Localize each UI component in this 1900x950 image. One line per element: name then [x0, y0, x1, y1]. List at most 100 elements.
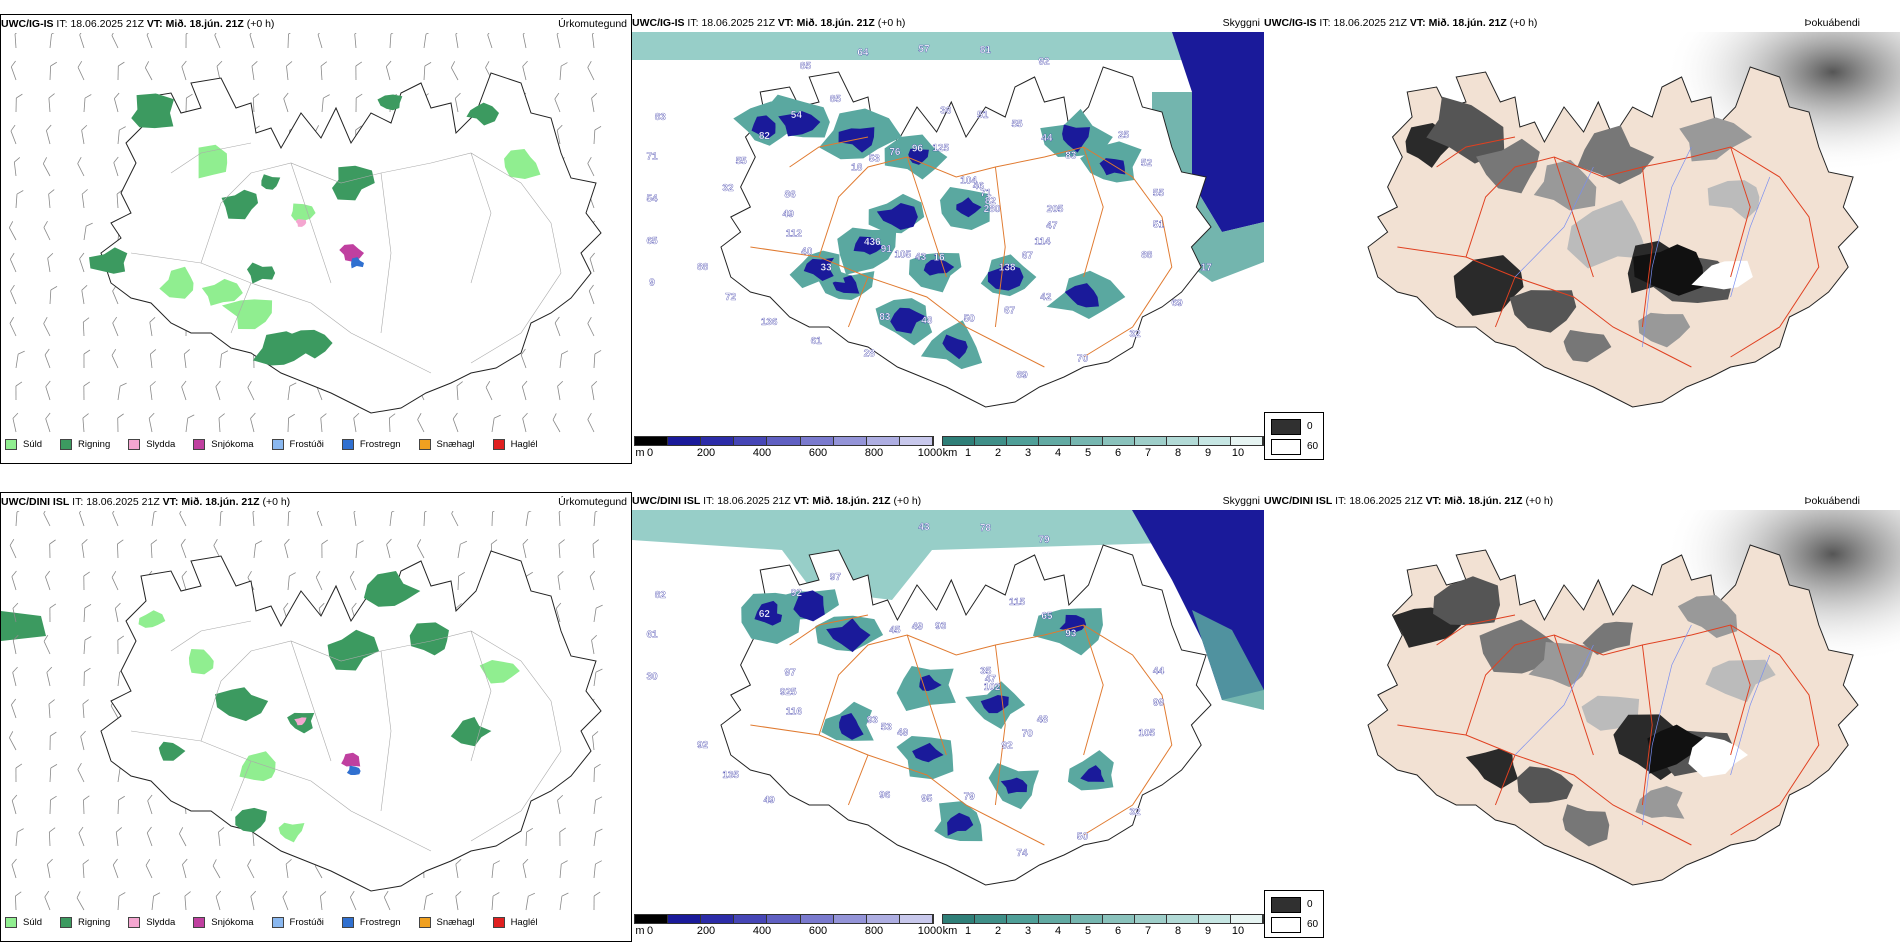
cloud-height-label: 65 [1041, 611, 1053, 622]
wind-barb-shaft [458, 544, 460, 558]
scale-tick-label: 0 [647, 447, 653, 459]
wind-barb-shaft [350, 577, 356, 590]
wind-barb-shaft [150, 386, 152, 400]
wind-barb [46, 667, 56, 686]
cloud-height-label: 64 [857, 47, 869, 58]
wind-barb-flag [45, 381, 52, 387]
wind-barb-shaft [45, 897, 50, 910]
scale-step [767, 437, 800, 445]
wind-barb-shaft [84, 98, 85, 112]
wind-barb [484, 381, 497, 400]
wind-barb-flag [213, 33, 220, 35]
wind-barb-flag [256, 540, 262, 545]
wind-barb [84, 604, 91, 622]
wind-barb-shaft [117, 194, 118, 208]
legend-label: Frostregn [360, 439, 401, 450]
legend-item: Slydda [128, 439, 175, 450]
wind-barb [181, 859, 191, 878]
wind-barb-shaft [220, 354, 222, 368]
wind-barb-flag [596, 668, 602, 673]
visibility-scale-bar [942, 436, 1264, 446]
wind-barb-flag [75, 891, 82, 897]
wind-barb-flag [589, 253, 596, 259]
wind-barb [152, 892, 160, 911]
visibility-panel-top: UWC/IG-IS IT: 18.06.2025 21Z VT: Mið. 18… [632, 14, 1264, 464]
wind-barb-shaft [594, 608, 596, 622]
wind-barb [249, 33, 260, 48]
model-name: UWC/IG-IS [632, 17, 685, 29]
offset: (+0 h) [1525, 495, 1553, 507]
wind-barb-flag [317, 33, 324, 35]
wind-barb [554, 317, 566, 336]
wind-barb-flag [188, 414, 194, 419]
cloud-height-label: 436 [864, 237, 881, 248]
cloud-height-label: 54 [646, 194, 658, 205]
wind-barb-shaft [523, 66, 526, 80]
cloud-height-label: 32 [1130, 807, 1142, 818]
wind-barb-shaft [44, 227, 50, 240]
scale-step [1167, 915, 1199, 923]
wind-barb [184, 349, 192, 368]
wind-barb [16, 94, 22, 112]
scale-step [867, 915, 900, 923]
wind-barb [110, 571, 123, 590]
wind-barb [8, 731, 22, 750]
wind-barb-shaft [248, 387, 254, 400]
wind-barb-flag [253, 511, 259, 512]
wind-barb-shaft [82, 290, 84, 304]
cloud-height-label: 112 [786, 228, 803, 239]
wind-barb [50, 732, 56, 750]
scale-tick-label: 3 [1025, 925, 1031, 937]
wind-barb-shaft [13, 640, 16, 654]
wind-barb-flag [150, 349, 156, 354]
wind-barb [559, 540, 566, 558]
wind-barb-flag [357, 540, 363, 545]
wind-barb-shaft [113, 513, 118, 526]
wind-barb-flag [557, 795, 564, 800]
vt-label: VT: [1426, 495, 1442, 507]
wind-barb-shaft [12, 865, 16, 878]
wind-barb [84, 222, 93, 241]
wind-barb-flag [251, 61, 258, 66]
wind-barb-shaft [593, 736, 594, 750]
wind-barb [592, 731, 600, 750]
wind-barb-flag [78, 253, 85, 259]
wind-barb [149, 317, 158, 336]
wind-barb-flag [460, 540, 467, 545]
wind-barb-shaft [356, 544, 357, 558]
wind-barb [81, 539, 90, 558]
cloud-height-label: 52 [1141, 158, 1153, 169]
model-name: UWC/DINI ISL [632, 495, 700, 507]
wind-barb-flag [492, 511, 498, 512]
wind-barb-flag [51, 286, 57, 290]
wind-barb-shaft [213, 866, 220, 878]
wind-barb [557, 381, 566, 400]
wind-barb-shaft [182, 387, 186, 400]
wind-barb-flag [315, 571, 322, 577]
wind-barb [180, 381, 191, 400]
wind-barb [84, 572, 90, 590]
scale-step [701, 915, 734, 923]
wind-barb [322, 540, 328, 558]
wind-barb-flag [50, 540, 56, 544]
height-unit: m [635, 447, 644, 459]
wind-barb [594, 350, 601, 368]
wind-barb-shaft [180, 514, 186, 526]
wind-barb-flag [561, 860, 567, 865]
wind-barb-shaft [83, 864, 84, 878]
wind-barb [116, 827, 124, 846]
wind-barb [82, 189, 90, 208]
wind-barb-flag [484, 381, 491, 387]
wind-barb [317, 33, 328, 48]
vt-value: Mið. 18.jún. 21Z [181, 496, 259, 508]
wind-barb [75, 891, 89, 910]
it-value: 18.06.2025 21Z [70, 18, 144, 30]
wind-barb-flag [43, 891, 50, 897]
legend-item: Slydda [128, 917, 175, 928]
wind-barb-flag [180, 381, 187, 387]
wind-barb-shaft [456, 864, 458, 878]
wind-barb-shaft [16, 354, 18, 368]
wind-barb [118, 414, 124, 432]
wind-barb-flag [486, 33, 493, 35]
vt-value: Mið. 18.jún. 21Z [1444, 495, 1522, 507]
